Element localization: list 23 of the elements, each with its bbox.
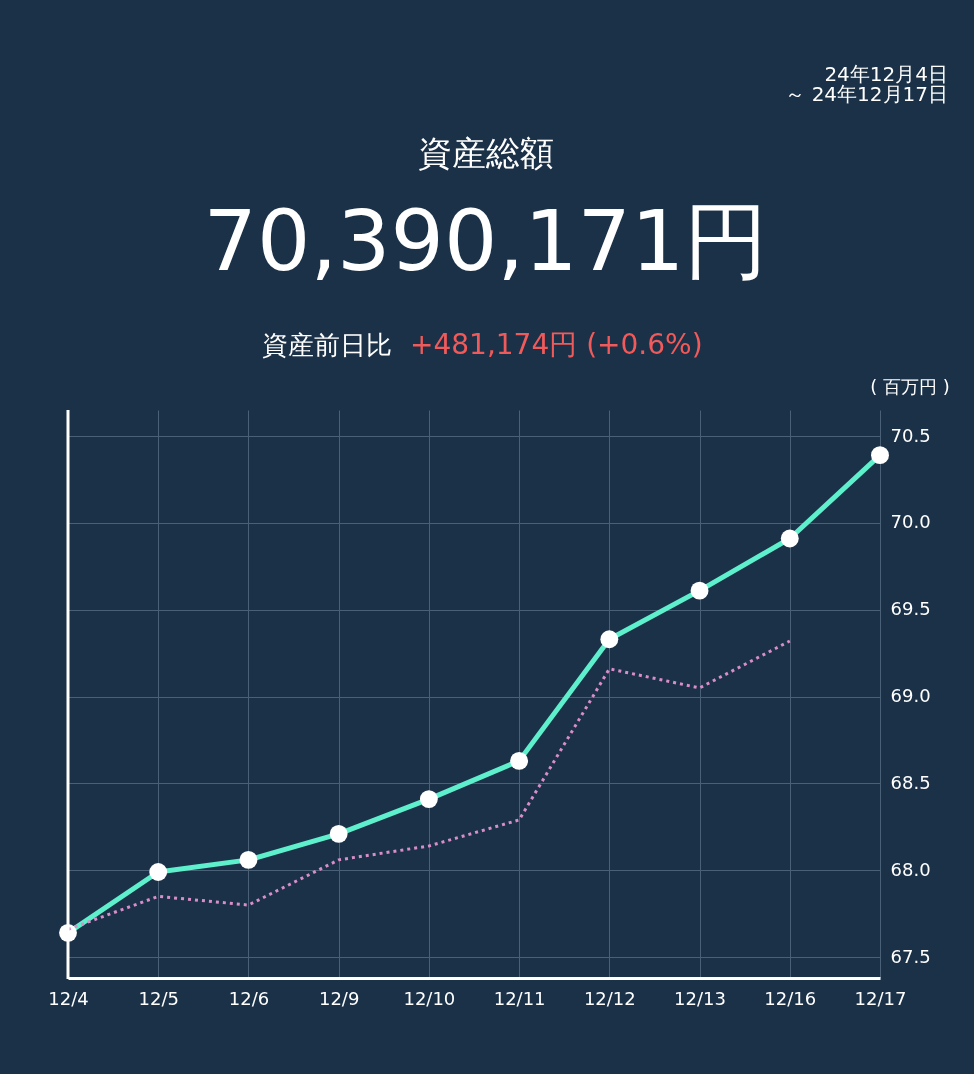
x-tick-label: 12/9 <box>318 987 360 1009</box>
x-tick-label: 12/17 <box>854 987 907 1009</box>
chart-subtitle: 70,390,171円 <box>203 192 769 290</box>
y-tick-label: 69.0 <box>890 685 931 707</box>
y-tick-label: 70.0 <box>890 511 931 533</box>
chart-title: 資産総額 <box>418 133 554 173</box>
y-tick-label: 67.5 <box>890 945 931 967</box>
x-tick-label: 12/10 <box>403 987 456 1009</box>
text: 資産前日比 <box>262 330 392 360</box>
y-tick-label: 70.5 <box>890 424 931 446</box>
x-tick-label: 12/13 <box>674 987 726 1009</box>
x-tick-label: 12/12 <box>583 987 636 1009</box>
x-tick-label: 12/11 <box>493 987 546 1009</box>
y-tick-label: 69.5 <box>890 598 931 620</box>
y-axis-title: ( 百万円 ) <box>870 376 950 397</box>
x-tick-label: 12/16 <box>764 987 817 1009</box>
x-tick-label: 12/4 <box>48 987 89 1009</box>
x-tick-label: 12/5 <box>138 987 179 1009</box>
y-tick-label: 68.5 <box>890 771 931 793</box>
text: 24年12月4日 <box>824 62 948 86</box>
x-tick-label: 12/6 <box>228 987 270 1009</box>
text: +481,174円 (+0.6%) <box>410 328 703 361</box>
y-tick-label: 68.0 <box>890 858 931 880</box>
